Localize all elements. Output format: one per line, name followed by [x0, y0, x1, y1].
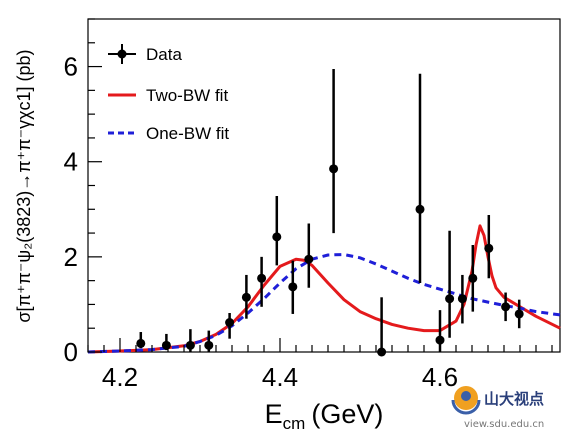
legend-label-data: Data: [146, 45, 182, 64]
x-axis-title: Ecm (GeV): [265, 399, 384, 433]
data-point: [288, 260, 298, 314]
point-marker: [272, 232, 282, 242]
y-ticks: 0 2 4 6: [64, 18, 102, 367]
data-point: [415, 73, 425, 284]
point-marker: [185, 340, 195, 350]
data-point: [501, 292, 511, 322]
point-marker: [288, 282, 298, 292]
watermark: 山大视点 view.sdu.edu.cn: [451, 386, 544, 430]
data-point: [514, 299, 524, 329]
data-point: [445, 230, 455, 338]
point-marker: [445, 294, 455, 304]
x-tick-label: 4.6: [422, 362, 458, 392]
x-ticks: 4.2 4.4 4.6: [87, 338, 553, 392]
point-marker: [329, 164, 339, 174]
legend-item-one-bw: One-BW fit: [108, 124, 229, 143]
point-marker: [377, 347, 387, 357]
y-tick-label: 6: [64, 52, 78, 82]
y-tick-label: 2: [64, 242, 78, 272]
data-point: [225, 312, 235, 339]
point-marker: [161, 340, 171, 350]
legend-label-one-bw: One-BW fit: [146, 124, 229, 143]
data-point: [304, 223, 314, 288]
point-marker: [457, 294, 467, 304]
legend-label-two-bw: Two-BW fit: [146, 86, 228, 105]
point-marker: [241, 292, 251, 302]
point-marker: [204, 340, 214, 350]
point-marker: [136, 338, 146, 348]
point-marker: [501, 302, 511, 312]
point-marker: [415, 204, 425, 214]
x-axis-title-sub: cm: [283, 414, 306, 433]
data-point: [204, 330, 214, 352]
data-point: [161, 333, 171, 351]
data-point: [457, 274, 467, 324]
x-axis-title-main: E: [265, 399, 283, 429]
legend-data-marker: [117, 49, 127, 59]
data-point: [257, 256, 267, 307]
watermark-title: 山大视点: [484, 390, 544, 408]
data-point: [185, 329, 195, 352]
y-tick-label: 4: [64, 147, 78, 177]
data-point: [377, 297, 387, 357]
data-point: [241, 274, 251, 319]
point-marker: [514, 309, 524, 319]
x-tick-label: 4.4: [262, 362, 298, 392]
legend: Data Two-BW fit One-BW fit: [108, 44, 229, 143]
data-point: [272, 195, 282, 266]
watermark-url: view.sdu.edu.cn: [464, 419, 544, 430]
data-point: [136, 332, 146, 349]
watermark-logo-icon: [451, 386, 481, 415]
data-points: [136, 68, 524, 357]
point-marker: [257, 273, 267, 283]
legend-item-data: Data: [108, 44, 182, 64]
x-axis-title-unit: (GeV): [311, 399, 383, 429]
data-point: [329, 68, 339, 234]
point-marker: [225, 318, 235, 328]
y-tick-label: 0: [64, 337, 78, 367]
x-tick-label: 4.2: [102, 362, 138, 392]
legend-item-two-bw: Two-BW fit: [108, 86, 228, 105]
data-point: [484, 214, 494, 279]
y-axis-title: σ[π⁺π⁻ψ₂(3823)→π⁺π⁻γχc1] (pb): [14, 49, 34, 322]
point-marker: [468, 273, 478, 283]
data-point: [468, 244, 478, 312]
point-marker: [304, 254, 314, 264]
point-marker: [484, 243, 494, 253]
fit-curve-one-bw: [87, 253, 561, 354]
